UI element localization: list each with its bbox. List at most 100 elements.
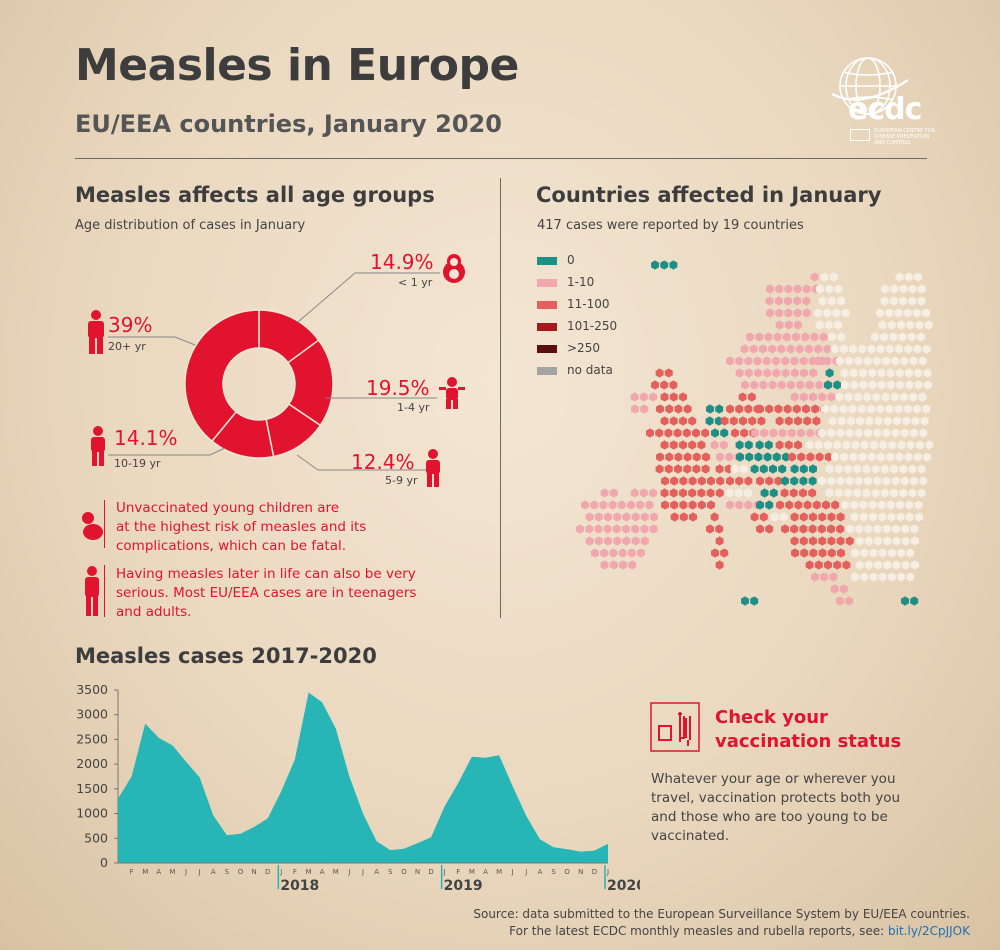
cat-label-10to19: 10-19 yr	[114, 457, 161, 470]
map-hex	[882, 356, 890, 366]
map-hex	[806, 428, 815, 438]
pct-label-10to19: 14.1%	[114, 426, 178, 450]
map-hex	[865, 416, 874, 426]
map-hex	[885, 404, 894, 414]
map-hex	[910, 536, 919, 546]
note1-line2: at the highest risk of measles and its	[116, 519, 367, 535]
map-hex	[923, 368, 932, 378]
map-hex	[750, 596, 759, 606]
map-hex	[735, 404, 744, 414]
x-month-label: S	[388, 868, 393, 876]
map-hex	[730, 464, 739, 474]
x-month-label: J	[443, 868, 446, 876]
map-hex	[878, 548, 887, 558]
map-hex	[640, 524, 649, 534]
map-hex	[792, 332, 800, 342]
map-hex	[849, 368, 858, 378]
map-hex	[785, 500, 794, 510]
map-hex	[867, 344, 876, 354]
map-hex	[735, 500, 744, 510]
map-hex	[630, 488, 639, 498]
map-hex	[836, 536, 845, 546]
x-month-label: N	[415, 868, 420, 876]
map-hex	[864, 560, 873, 570]
map-hex	[594, 524, 603, 534]
map-hex	[790, 392, 799, 402]
legend-swatch	[537, 278, 557, 287]
map-hex	[787, 428, 796, 438]
map-hex	[842, 560, 851, 570]
x-month-label: A	[211, 868, 216, 876]
map-hex	[617, 500, 626, 510]
map-hex	[784, 284, 793, 294]
map-hex	[856, 416, 865, 426]
map-hex	[877, 368, 886, 378]
map-hex	[679, 440, 687, 450]
x-month-label: S	[225, 868, 230, 876]
map-hex	[827, 548, 836, 558]
map-hex	[877, 452, 885, 462]
map-hex	[903, 404, 912, 414]
x-month-label: A	[538, 868, 543, 876]
map-hex	[627, 500, 635, 510]
map-hex	[766, 308, 774, 318]
map-hex	[664, 464, 673, 474]
map-hex	[806, 452, 815, 462]
map-hex	[720, 548, 729, 558]
cat-label-under1: < 1 yr	[398, 276, 433, 289]
map-hex	[797, 428, 805, 438]
map-hex	[896, 380, 905, 390]
x-month-label: A	[374, 868, 379, 876]
map-hex	[837, 296, 845, 306]
map-hex	[910, 524, 919, 534]
map-hex	[805, 440, 814, 450]
map-hex	[766, 284, 774, 294]
map-hex	[817, 524, 826, 534]
map-hex	[818, 512, 827, 522]
map-hex	[904, 452, 913, 462]
map-hex	[854, 392, 862, 402]
map-hex	[683, 464, 692, 474]
map-hex	[669, 392, 678, 402]
map-hex	[753, 356, 762, 366]
map-hex	[775, 308, 784, 318]
map-hex	[867, 404, 875, 414]
map-hex	[655, 368, 664, 378]
map-hex	[748, 416, 757, 426]
map-hex	[834, 488, 843, 498]
map-hex	[790, 464, 799, 474]
map-hex	[868, 380, 877, 390]
map-hex	[775, 284, 784, 294]
map-hex	[922, 344, 931, 354]
map-hex	[860, 548, 869, 558]
pct-label-5to9: 12.4%	[351, 450, 415, 474]
map-hex	[679, 488, 687, 498]
map-hex	[669, 380, 678, 390]
y-tick-label: 1500	[76, 781, 108, 796]
map-hex	[922, 404, 931, 414]
map-hex	[892, 536, 901, 546]
map-hex	[775, 320, 784, 330]
map-hex	[844, 488, 852, 498]
map-hex	[744, 368, 753, 378]
x-month-label: D	[265, 868, 270, 876]
source-link[interactable]: bit.ly/2CpJJOK	[888, 924, 970, 938]
section-divider	[500, 178, 501, 618]
map-hex	[769, 464, 777, 474]
map-hex	[869, 512, 877, 522]
donut-slice-20-yr	[184, 309, 260, 443]
map-hex	[755, 440, 764, 450]
map-hex	[853, 464, 862, 474]
map-hex	[750, 512, 759, 522]
map-hex	[622, 536, 631, 546]
x-month-label: M	[469, 868, 475, 876]
map-hex	[859, 368, 867, 378]
map-hex	[880, 464, 889, 474]
toddler-icon	[439, 377, 465, 409]
map-hex	[917, 464, 926, 474]
age-donut-chart	[108, 272, 440, 471]
map-hex	[897, 572, 905, 582]
map-hex	[898, 332, 907, 342]
map-hex	[762, 356, 771, 366]
map-hex	[741, 596, 749, 606]
